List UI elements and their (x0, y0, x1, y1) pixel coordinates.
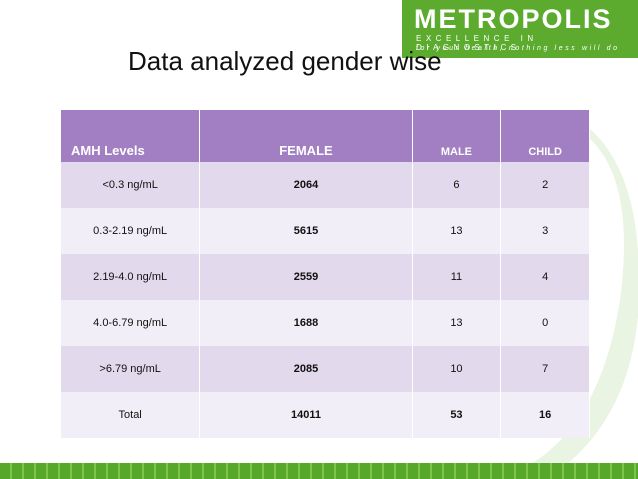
column-header: MALE (411, 110, 502, 162)
table-row: Total 14011 53 16 (59, 392, 590, 438)
table-cell: 16 (500, 392, 590, 438)
table-cell: 6 (411, 162, 502, 208)
table-row: >6.79 ng/mL 2085 10 7 (59, 346, 590, 392)
table-cell: 2085 (199, 346, 413, 392)
table-cell: 4.0-6.79 ng/mL (59, 300, 201, 346)
table-cell: 10 (411, 346, 502, 392)
logo-name: METROPOLIS (414, 4, 613, 34)
table-cell: 14011 (199, 392, 413, 438)
table-row: 0.3-2.19 ng/mL 5615 13 3 (59, 208, 590, 254)
logo: METROPOLIS EXCELLENCE IN DIAGNOSTICS for… (402, 0, 638, 58)
logo-tagline: EXCELLENCE IN DIAGNOSTICS (416, 34, 538, 52)
table-row: 2.19-4.0 ng/mL 2559 11 4 (59, 254, 590, 300)
table-cell: 13 (411, 208, 502, 254)
table-cell: Total (59, 392, 201, 438)
table-cell: 5615 (199, 208, 413, 254)
table-cell: 2 (500, 162, 590, 208)
table-cell: 1688 (199, 300, 413, 346)
column-header: CHILD (500, 110, 590, 162)
table-cell: >6.79 ng/mL (59, 346, 201, 392)
logo-motto: for your health, nothing less will do (416, 45, 620, 52)
table-cell: 2064 (199, 162, 413, 208)
table-cell: 11 (411, 254, 502, 300)
table-row: <0.3 ng/mL 2064 6 2 (59, 162, 590, 208)
table-cell: 4 (500, 254, 590, 300)
table-cell: 13 (411, 300, 502, 346)
column-header: AMH Levels (59, 110, 201, 162)
slide-title: Data analyzed gender wise (128, 46, 442, 76)
column-header: FEMALE (199, 110, 413, 162)
table-cell: 2559 (199, 254, 413, 300)
table-cell: 2.19-4.0 ng/mL (59, 254, 201, 300)
table-row: 4.0-6.79 ng/mL 1688 13 0 (59, 300, 590, 346)
table-cell: 0 (500, 300, 590, 346)
table-cell: 7 (500, 346, 590, 392)
table-cell: 0.3-2.19 ng/mL (59, 208, 201, 254)
table-cell: 53 (411, 392, 502, 438)
table-cell: <0.3 ng/mL (59, 162, 201, 208)
table-cell: 3 (500, 208, 590, 254)
data-table: AMH Levels FEMALE MALE CHILD <0.3 ng/mL 2064 6… (59, 110, 590, 438)
footer-strip (0, 463, 638, 479)
